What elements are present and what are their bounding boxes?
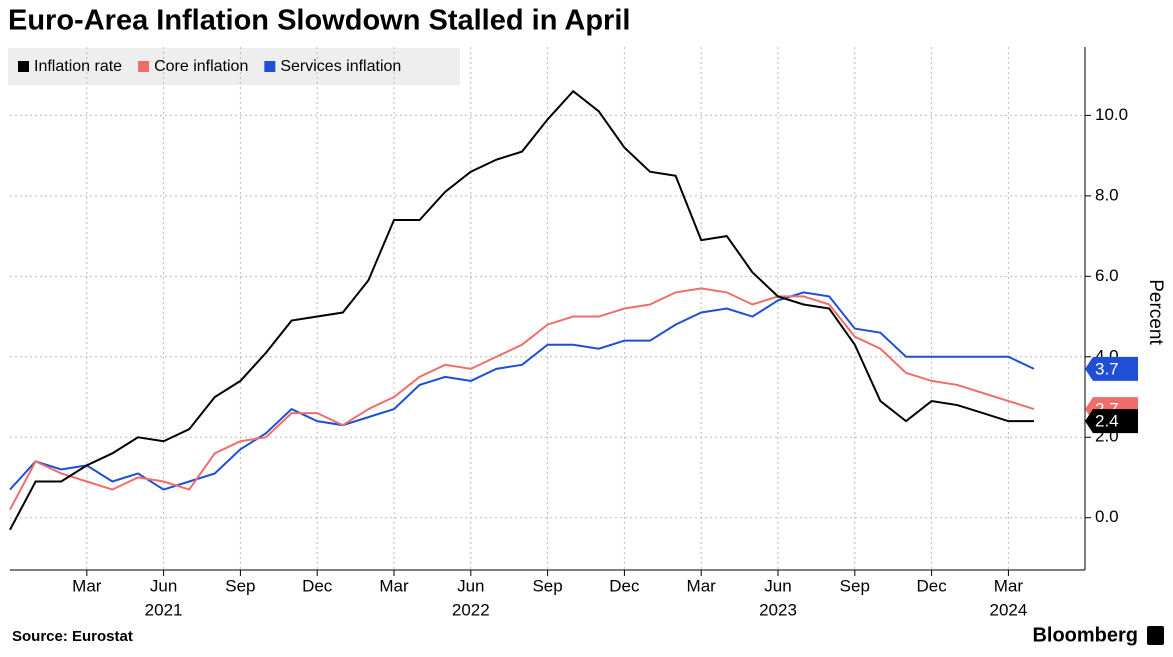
x-tick-label: Sep — [225, 576, 255, 595]
line — [9, 89, 1034, 531]
x-tick-label: Dec — [609, 576, 640, 595]
x-tick-label: Jun — [764, 576, 791, 595]
legend-swatch — [18, 61, 29, 72]
chart-title: Euro-Area Inflation Slowdown Stalled in … — [8, 5, 630, 37]
legend-swatch — [138, 61, 150, 72]
x-tick-label: Dec — [916, 576, 947, 595]
x-tick-label: Dec — [302, 576, 333, 595]
legend-label: Services inflation — [280, 58, 401, 75]
year-label: 2023 — [759, 600, 797, 619]
end-label-box — [1085, 409, 1138, 434]
year-label: 2021 — [145, 600, 183, 619]
source: Source: Eurostat — [12, 628, 133, 645]
y-tick-label: 6.0 — [1095, 266, 1119, 285]
y-tick-label: 0.0 — [1095, 507, 1119, 526]
legend-swatch — [264, 61, 276, 72]
x-tick-label: Jun — [457, 576, 484, 595]
x-tick-label: Sep — [532, 576, 562, 595]
line — [9, 291, 1035, 491]
line — [9, 287, 1035, 511]
end-label: 2.4 — [1095, 412, 1119, 431]
x-tick-label: Mar — [687, 576, 717, 595]
year-label: 2024 — [989, 600, 1027, 619]
x-tick-label: Jun — [150, 576, 177, 595]
x-tick-label: Mar — [379, 576, 409, 595]
brand: Bloomberg — [1032, 624, 1138, 646]
y-tick-label: 10.0 — [1095, 105, 1128, 124]
x-tick-label: Mar — [994, 576, 1024, 595]
year-label: 2022 — [452, 600, 490, 619]
y-tick-label: 8.0 — [1095, 185, 1119, 204]
x-tick-label: Mar — [72, 576, 102, 595]
legend-label: Inflation rate — [34, 58, 122, 75]
y-axis-label: Percent — [1145, 279, 1166, 345]
x-tick-label: Sep — [840, 576, 870, 595]
brand-icon — [1147, 626, 1164, 645]
end-label: 3.7 — [1095, 359, 1119, 378]
legend-label: Core inflation — [154, 58, 248, 75]
end-label-box — [1085, 356, 1138, 381]
legend-box — [8, 48, 460, 85]
